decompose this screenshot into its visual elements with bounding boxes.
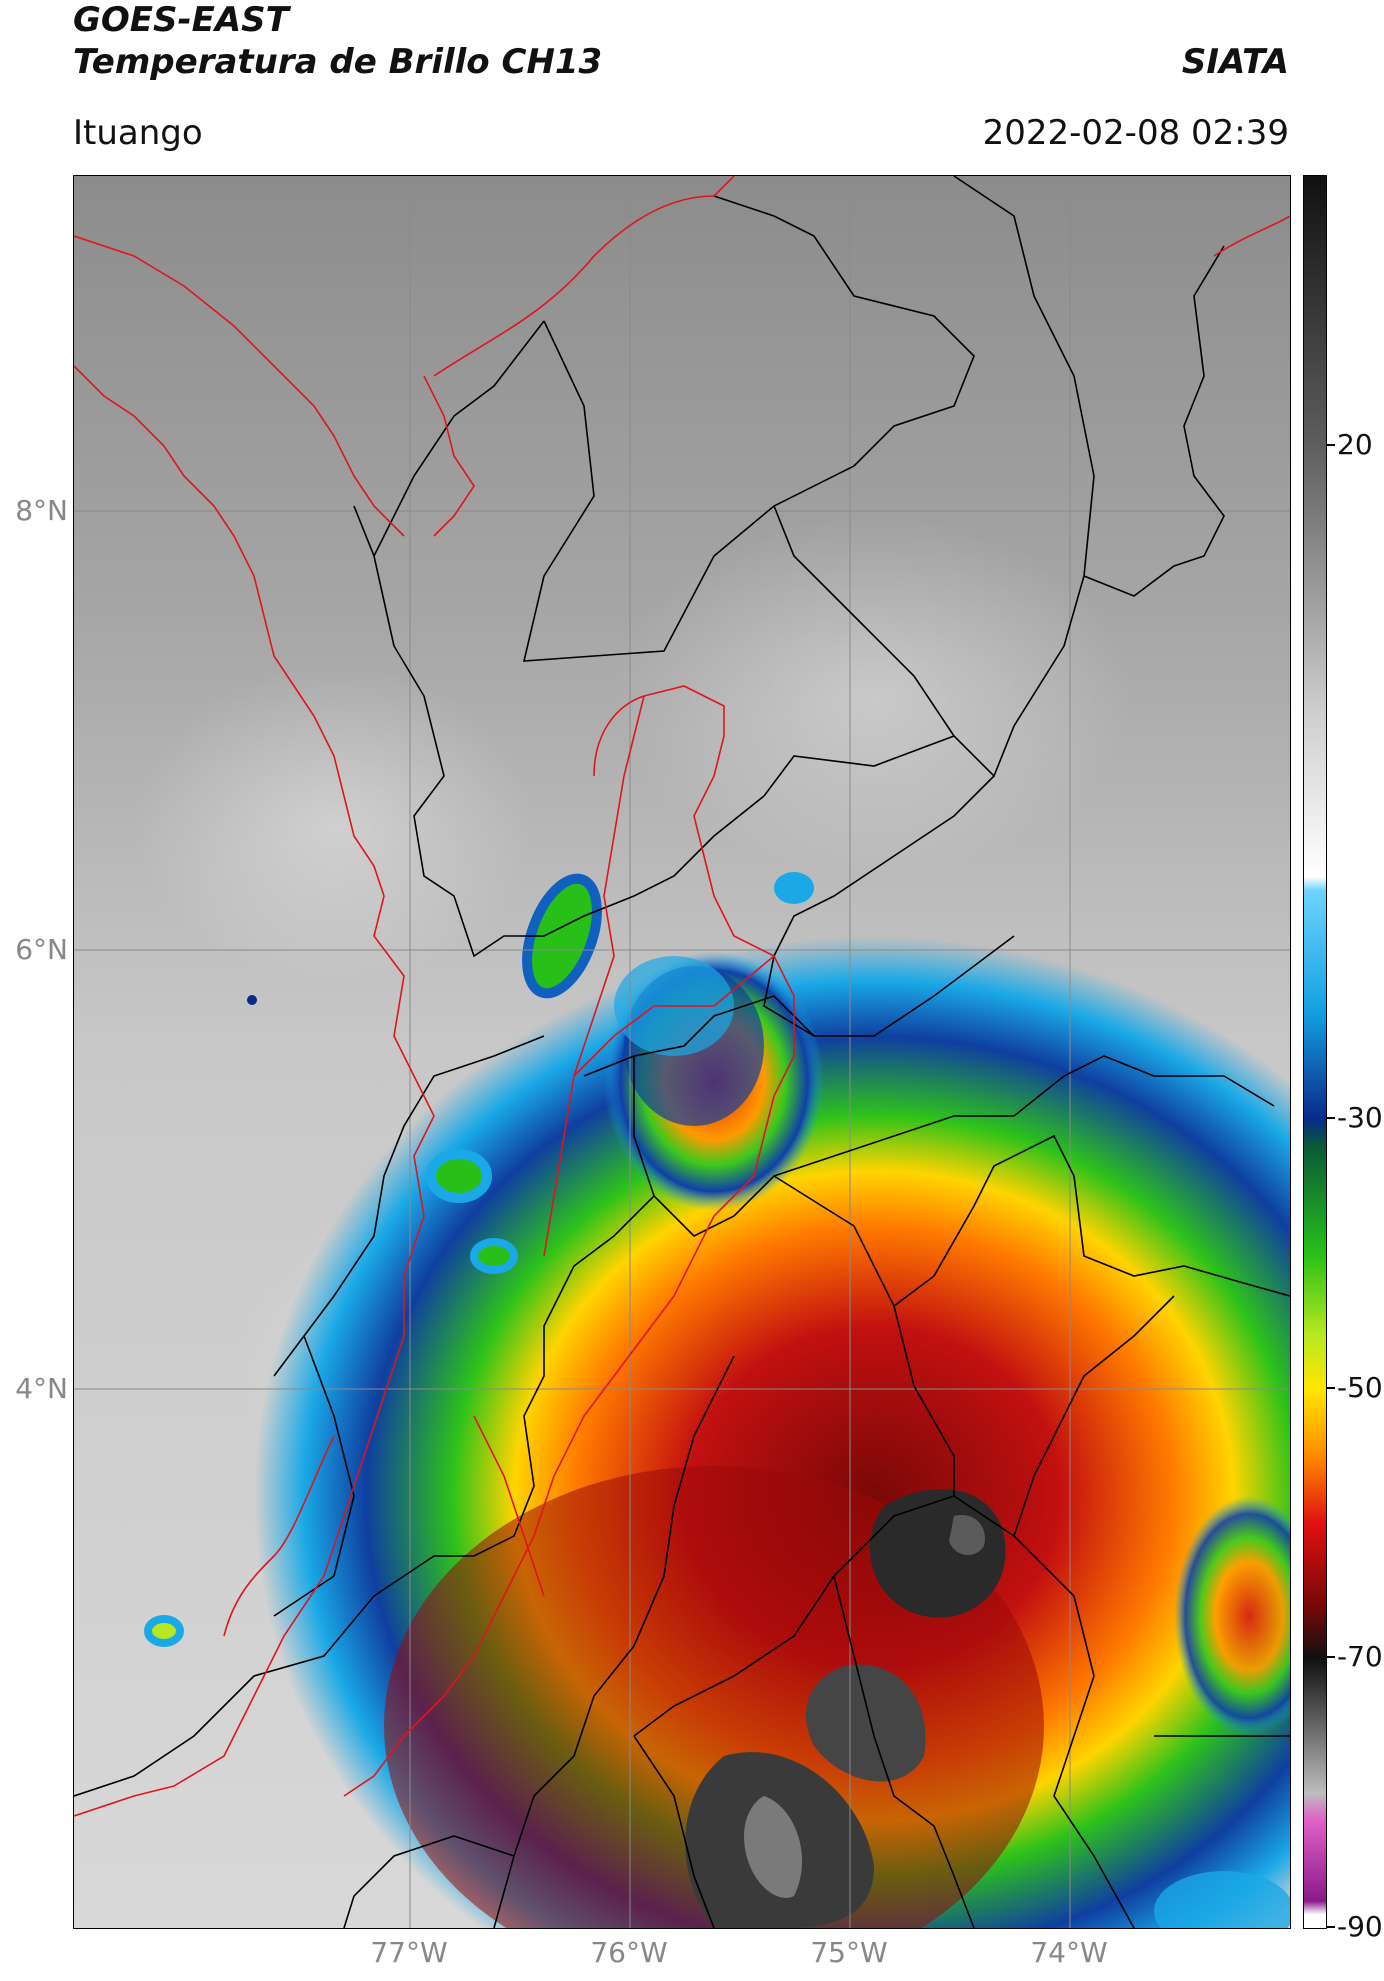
regional-borders	[74, 176, 1290, 1928]
datetime-label: 2022-02-08 02:39	[982, 113, 1289, 153]
location-label: Ituango	[73, 113, 203, 153]
lat-label-6n: 6°N	[15, 933, 68, 966]
lat-label-4n: 4°N	[15, 1372, 68, 1405]
colorbar-tick-label: -30	[1337, 1101, 1383, 1135]
colorbar-tick	[1327, 443, 1335, 446]
colorbar-tick-label: -70	[1337, 1640, 1383, 1674]
temperature-colorbar	[1303, 175, 1327, 1929]
lon-label-77w: 77°W	[370, 1936, 448, 1969]
lon-label-74w: 74°W	[1030, 1936, 1108, 1969]
colorbar-tick-label: -50	[1337, 1370, 1383, 1404]
map-canvas	[74, 176, 1290, 1928]
colorbar-tick-label: -90	[1337, 1910, 1383, 1943]
lon-label-76w: 76°W	[590, 1936, 668, 1969]
colorbar-tick	[1327, 1926, 1335, 1928]
product-title: Temperatura de Brillo CH13	[73, 42, 603, 82]
colorbar-tick	[1327, 1117, 1335, 1120]
colorbar-tick-label: 20	[1337, 427, 1373, 461]
national-borders	[74, 176, 1290, 1817]
satellite-title: GOES-EAST	[73, 0, 289, 40]
lat-label-8n: 8°N	[15, 494, 68, 527]
lon-label-75w: 75°W	[810, 1936, 888, 1969]
satellite-map	[73, 175, 1291, 1929]
colorbar-tick	[1327, 1656, 1335, 1659]
colorbar-tick	[1327, 1386, 1335, 1389]
agency-label: SIATA	[1181, 42, 1289, 82]
